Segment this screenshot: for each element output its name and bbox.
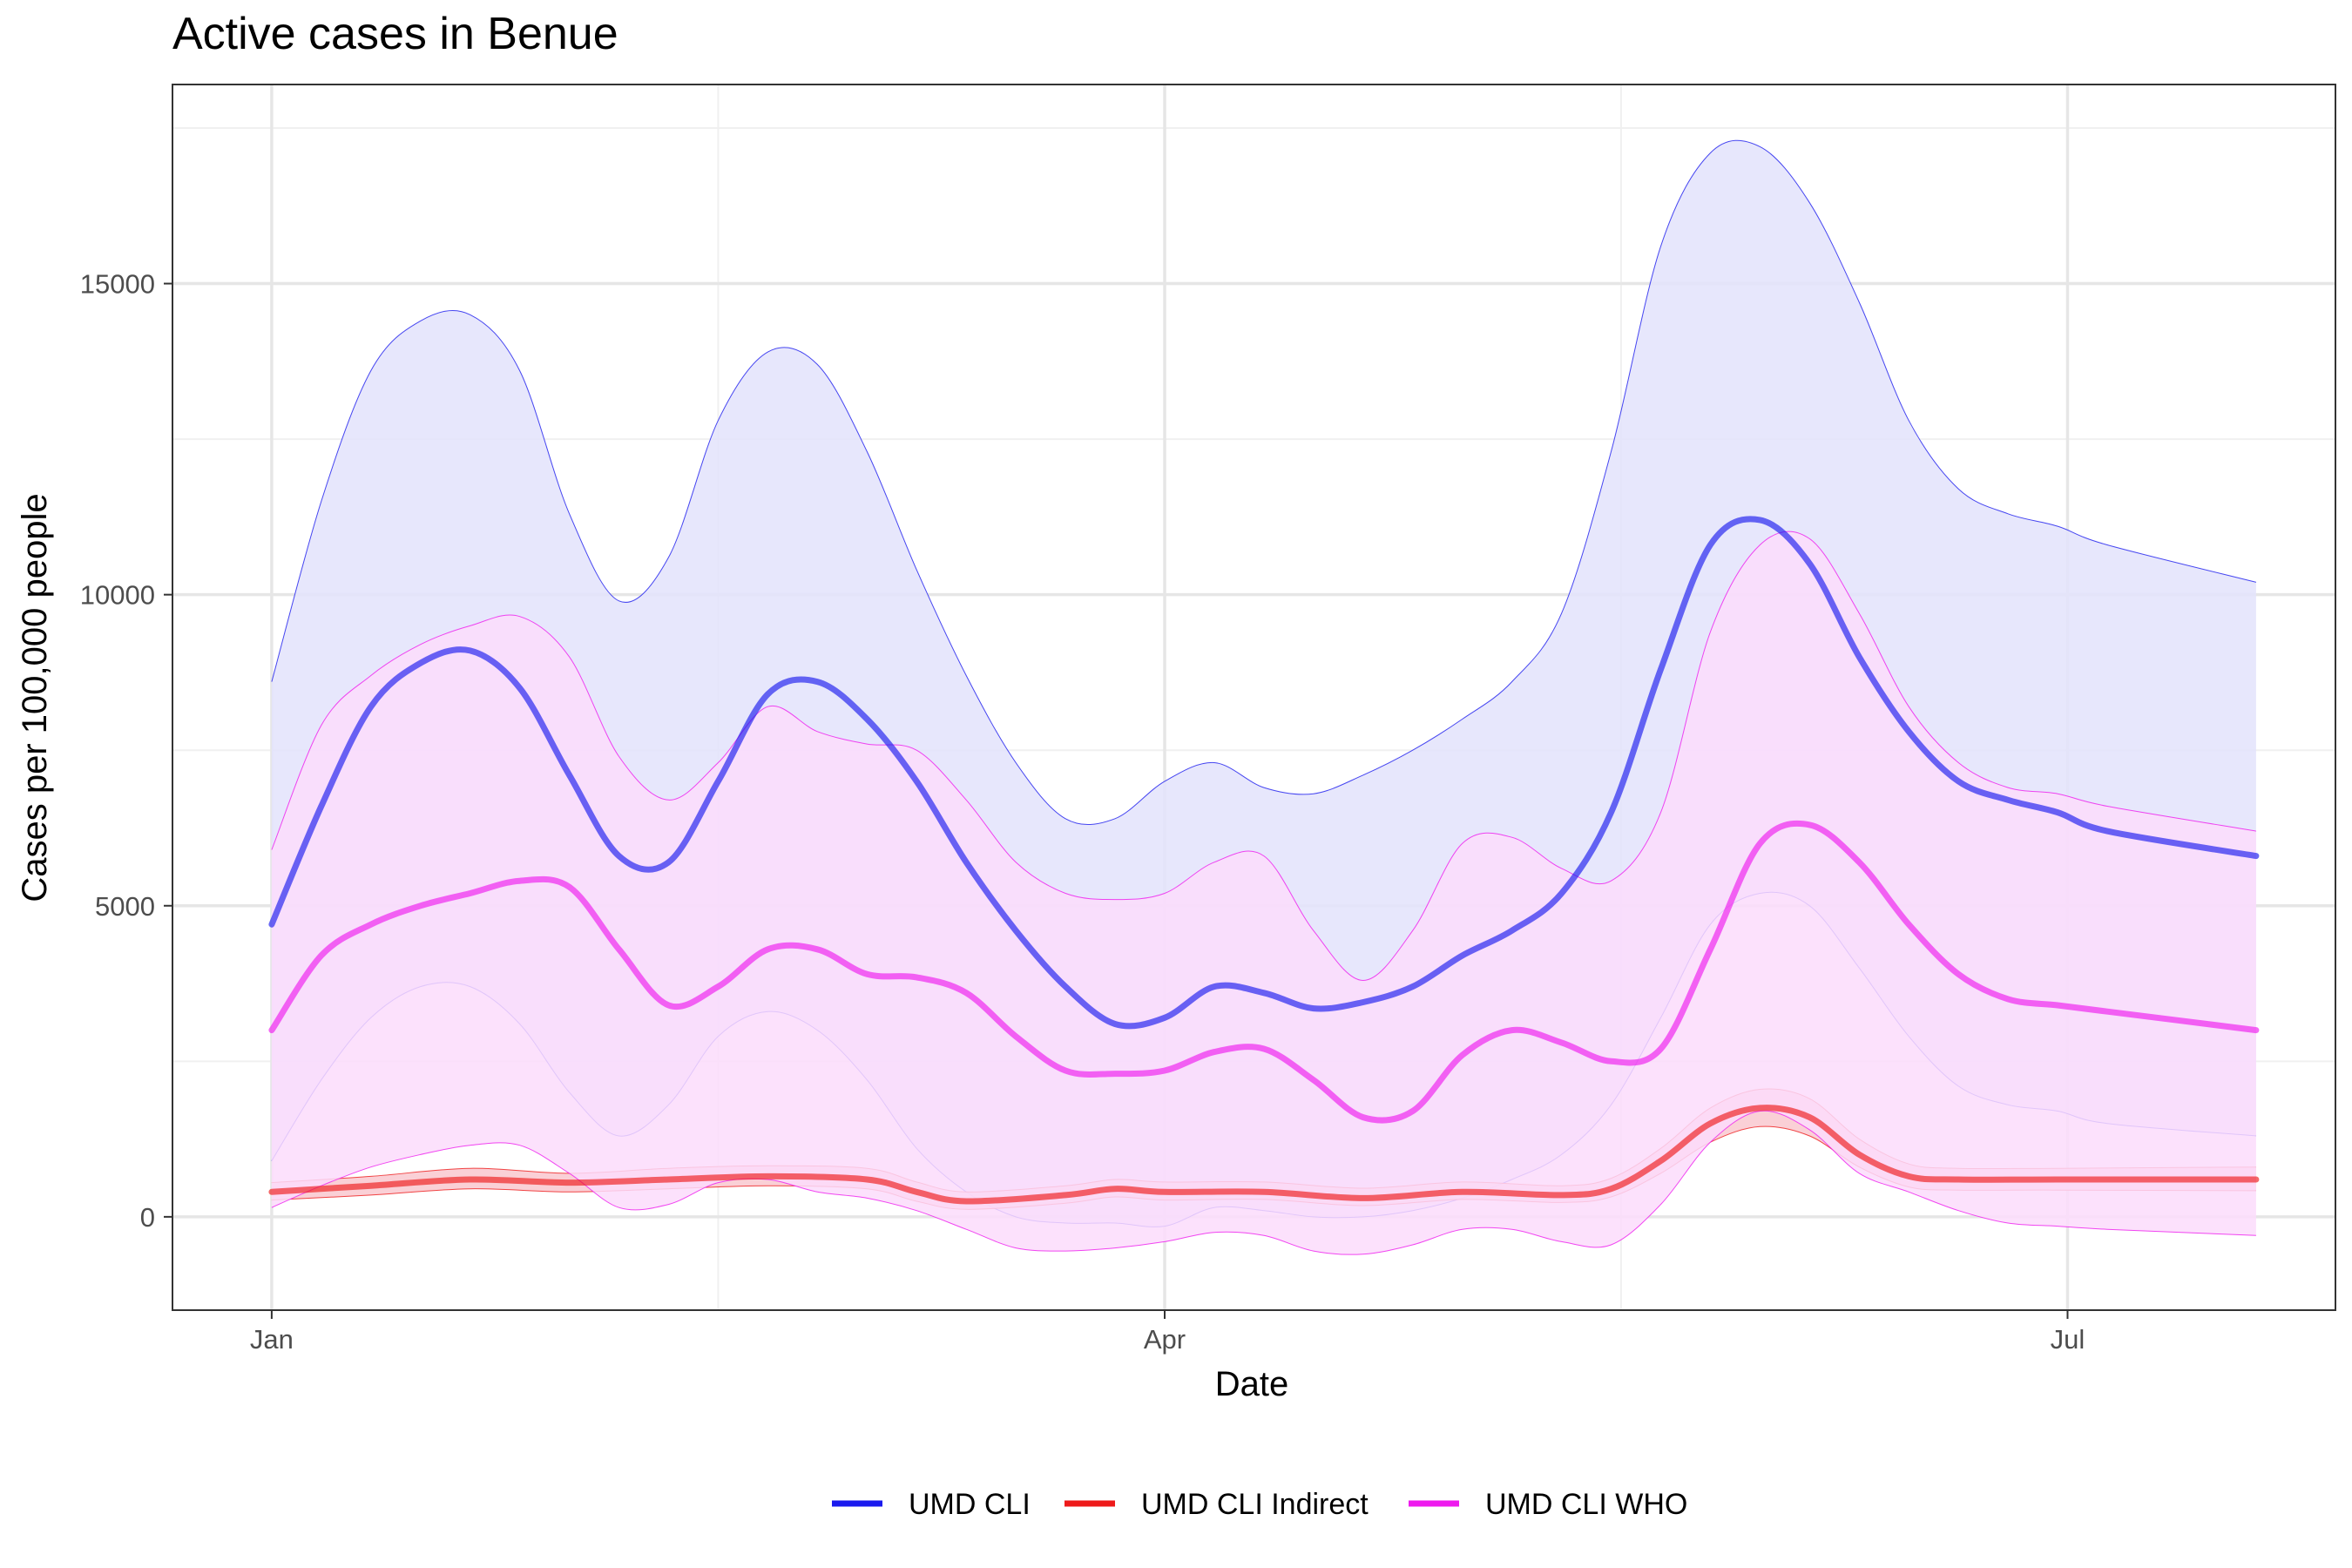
band-lower-edge-2 (271, 1110, 2256, 1255)
series-line-0 (268, 516, 2260, 1030)
confidence-bands (271, 139, 2257, 1255)
x-tick-label: Apr (1144, 1324, 1186, 1355)
band-upper-edge-0 (271, 139, 2257, 825)
y-tick-label: 15000 (80, 269, 155, 300)
series-line-1 (268, 1105, 2260, 1205)
legend: UMD CLI UMD CLI Indirect UMD CLI WHO (832, 1488, 1687, 1521)
x-tick-label: Jan (250, 1324, 294, 1355)
legend-label-0: UMD CLI (909, 1488, 1031, 1521)
chart-title: Active cases in Benue (172, 9, 618, 59)
x-axis-label: Date (1215, 1365, 1289, 1403)
x-tick-label: Jul (2051, 1324, 2085, 1355)
legend-label-2: UMD CLI WHO (1485, 1488, 1687, 1521)
y-axis-label: Cases per 100,000 people (16, 493, 54, 902)
plot-border (172, 84, 2336, 1311)
series-lines (268, 516, 2260, 1205)
y-tick-label: 5000 (95, 891, 155, 922)
y-tick-label: 10000 (80, 580, 155, 611)
axes: 0 5000 10000 15000 Jan Apr Jul (80, 269, 2085, 1355)
y-tick-label: 0 (140, 1202, 155, 1233)
series-line-2 (268, 820, 2260, 1124)
legend-label-1: UMD CLI Indirect (1141, 1488, 1369, 1521)
band-upper-edge-2 (271, 531, 2256, 982)
band-2 (271, 531, 2256, 1255)
